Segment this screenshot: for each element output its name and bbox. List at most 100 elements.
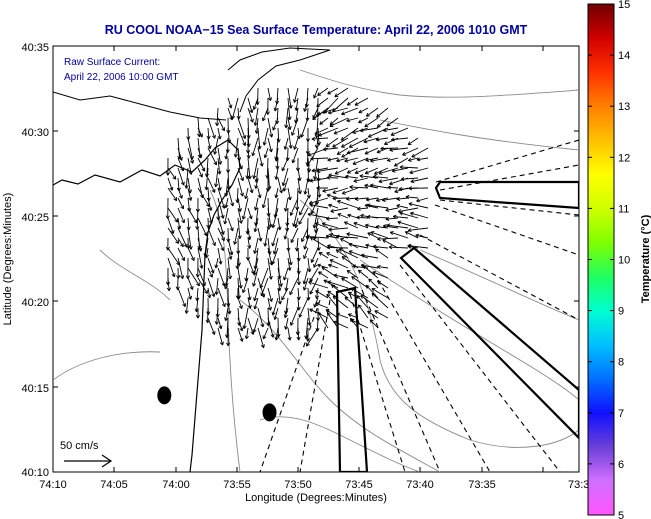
current-arrow [326, 293, 339, 309]
current-arrow [368, 278, 379, 289]
current-arrow [167, 257, 176, 278]
current-arrow [207, 257, 215, 274]
current-arrow [363, 137, 379, 144]
current-arrow [187, 247, 195, 261]
current-arrow [298, 297, 309, 318]
coastline-path [53, 91, 227, 121]
current-arrow [408, 202, 429, 209]
current-arrow [390, 127, 409, 136]
contour-line [379, 119, 579, 151]
current-arrow [376, 107, 389, 118]
current-arrow [257, 227, 263, 242]
station-marker [262, 403, 277, 422]
coastline-path [53, 139, 241, 472]
current-arrow [364, 223, 379, 229]
current-arrow [217, 287, 226, 308]
current-arrow [351, 276, 369, 289]
current-arrow [309, 267, 319, 282]
current-arrow [177, 187, 183, 199]
current-arrow [378, 167, 399, 175]
current-arrow [347, 313, 359, 319]
current-arrow [237, 117, 247, 140]
current-arrow [301, 227, 309, 243]
current-arrow [267, 317, 275, 338]
current-arrow [247, 97, 254, 114]
current-arrow [227, 257, 233, 280]
current-arrow [293, 137, 299, 150]
current-arrow [226, 327, 231, 347]
current-arrow [375, 137, 389, 142]
current-arrow [325, 137, 339, 148]
y-axis-ticks: 40:35 40:30 40:25 40:20 40:15 40:10 [21, 42, 579, 479]
current-arrow [227, 237, 234, 256]
current-arrow [184, 297, 189, 314]
current-arrow [187, 267, 200, 287]
current-arrow [252, 267, 259, 287]
x-tick-label: 73:55 [223, 479, 251, 491]
current-arrow [382, 224, 399, 229]
current-arrow [366, 214, 389, 220]
current-arrow [253, 217, 259, 233]
current-arrow [167, 177, 174, 191]
current-arrow [330, 207, 349, 213]
current-arrow [217, 117, 226, 132]
current-arrow [322, 147, 339, 152]
current-arrow [364, 147, 379, 155]
current-arrow [207, 147, 218, 166]
current-arrow [316, 107, 339, 116]
current-arrow [318, 127, 339, 137]
current-arrow [167, 167, 177, 180]
contour-line [419, 249, 579, 321]
x-tick-label: 73:3 [568, 479, 589, 491]
current-arrow [316, 97, 329, 108]
current-arrow [284, 317, 289, 330]
current-arrow [284, 107, 289, 129]
current-arrow [407, 137, 419, 146]
current-arrow [346, 167, 359, 174]
current-arrow [206, 217, 211, 229]
current-arrow [358, 117, 369, 124]
current-arrow [366, 203, 389, 209]
current-arrow [303, 97, 309, 112]
current-arrow [271, 297, 279, 316]
current-arrow [334, 87, 349, 98]
current-arrow [396, 196, 409, 201]
current-arrow [207, 227, 216, 247]
current-arrow [341, 187, 359, 195]
current-arrow [380, 146, 399, 151]
current-arrow [365, 243, 379, 249]
current-arrow [274, 187, 279, 199]
current-arrow [400, 177, 419, 182]
current-arrow [337, 199, 359, 209]
current-arrow [328, 263, 339, 269]
current-arrow [273, 307, 279, 320]
colorbar-tick-label: 13 [618, 101, 630, 113]
contour-line [99, 249, 171, 301]
x-tick-label: 73:45 [345, 479, 373, 491]
current-arrow [271, 207, 279, 229]
current-arrow [296, 267, 301, 286]
current-arrow [319, 117, 329, 125]
current-arrow [237, 157, 243, 170]
current-arrow [204, 247, 209, 259]
current-arrow [387, 185, 399, 190]
current-arrow [328, 173, 349, 179]
current-arrow [291, 147, 299, 164]
current-arrow [369, 183, 389, 189]
current-arrow [372, 244, 389, 249]
footprint-outline [434, 180, 579, 210]
current-arrow [287, 87, 293, 109]
current-arrow [344, 157, 359, 163]
current-arrow [184, 167, 189, 189]
current-arrow [273, 97, 279, 112]
current-arrow [327, 280, 349, 289]
current-arrow [299, 197, 309, 216]
current-arrow [322, 187, 339, 193]
y-tick-label: 40:25 [21, 212, 49, 224]
current-arrow [313, 297, 319, 308]
current-arrow [177, 167, 185, 186]
x-tick-label: 73:50 [284, 479, 312, 491]
current-arrow [281, 157, 289, 172]
current-arrow [411, 147, 429, 158]
current-arrow [207, 267, 213, 278]
